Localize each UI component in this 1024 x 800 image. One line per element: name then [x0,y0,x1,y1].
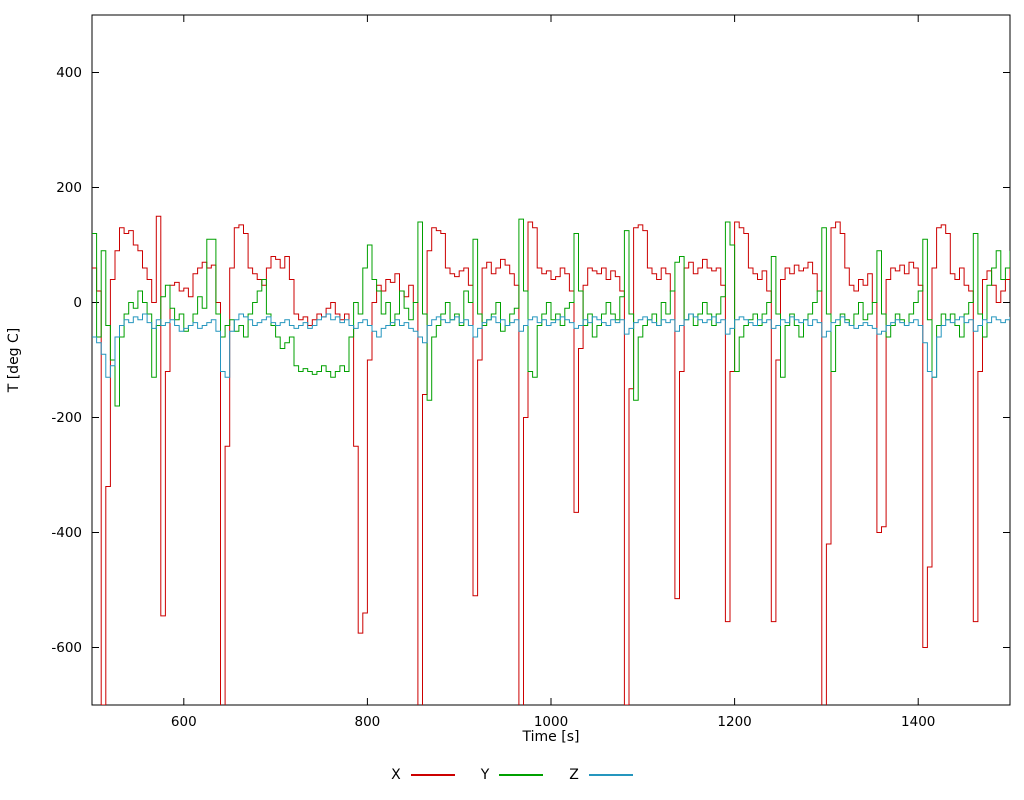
legend: X Y Z [0,767,1024,783]
legend-item-z: Z [569,767,633,783]
x-axis-title: Time [s] [522,729,580,745]
y-tick-label: -200 [51,410,82,426]
y-tick-label: -400 [51,525,82,541]
y-axis-title: T [deg C] [6,327,22,393]
legend-line-z [588,774,633,776]
legend-item-y: Y [481,767,544,783]
legend-label-x: X [391,767,401,783]
series-line-x [92,215,1010,705]
legend-line-x [410,774,455,776]
y-tick-label: 200 [56,180,82,196]
series-line-z [92,313,1010,378]
legend-label-y: Y [480,767,490,783]
x-tick-label: 1400 [901,714,935,730]
x-tick-label: 1200 [717,714,751,730]
x-tick-label: 1000 [534,714,568,730]
legend-label-z: Z [569,767,579,783]
legend-line-y [499,774,544,776]
y-tick-label: 0 [73,295,82,311]
legend-item-x: X [391,767,455,783]
x-tick-label: 600 [171,714,197,730]
series-line-y [92,218,1010,407]
x-tick-label: 800 [355,714,381,730]
y-tick-label: 400 [56,65,82,81]
y-tick-label: -600 [51,640,82,656]
